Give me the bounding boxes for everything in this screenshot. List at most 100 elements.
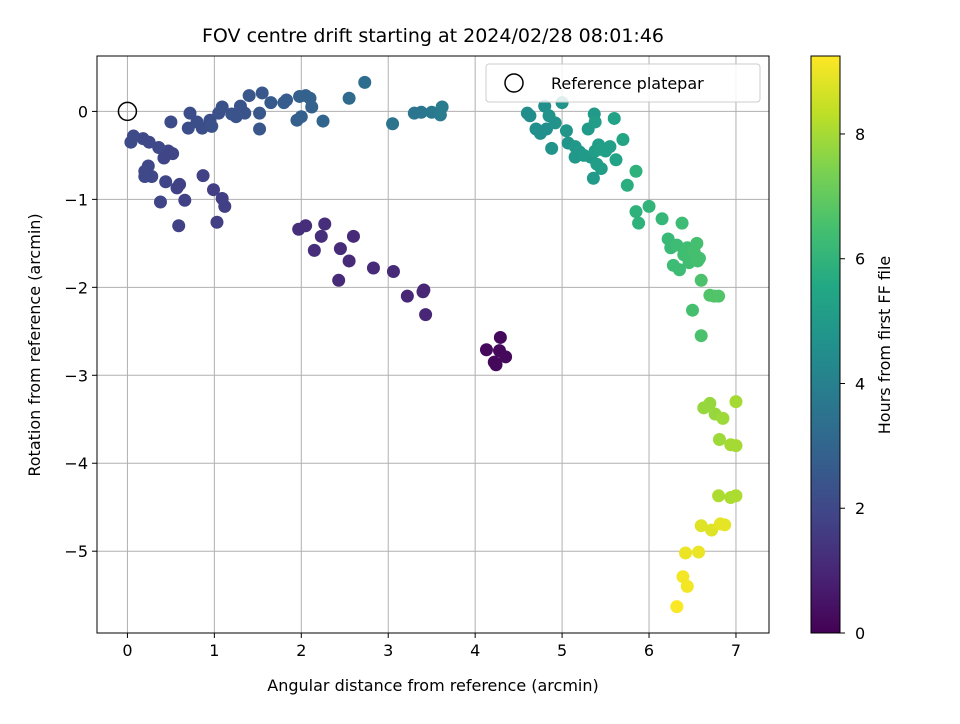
data-point (603, 140, 617, 154)
data-point (629, 205, 643, 219)
data-point (346, 229, 360, 243)
y-axis-label: Rotation from reference (arcmin) (25, 213, 44, 476)
data-point (316, 114, 330, 128)
data-point (642, 199, 656, 213)
x-tick-label: 3 (383, 641, 393, 660)
colorbar-tick-label: 2 (855, 499, 865, 518)
data-point (712, 432, 726, 446)
data-point (152, 140, 166, 154)
data-point (692, 251, 706, 265)
data-point (586, 171, 600, 185)
data-point (164, 115, 178, 129)
x-tick-label: 7 (731, 641, 741, 660)
data-point (616, 133, 630, 147)
data-point (253, 122, 267, 136)
legend-label: Reference platepar (551, 74, 704, 93)
data-point (358, 75, 372, 89)
data-point (694, 273, 708, 287)
data-point (716, 411, 730, 425)
data-point (435, 100, 449, 114)
data-point (523, 109, 537, 123)
chart-title: FOV centre drift starting at 2024/02/28 … (202, 25, 664, 47)
data-point (609, 153, 623, 167)
data-point (672, 263, 686, 277)
data-point (238, 106, 252, 120)
data-point (314, 229, 328, 243)
data-point (499, 350, 513, 364)
data-point (692, 545, 706, 559)
data-point (400, 289, 414, 303)
data-point (215, 191, 229, 205)
data-point (620, 178, 634, 192)
data-points (124, 75, 743, 614)
data-point (538, 99, 552, 113)
x-tick-label: 2 (296, 641, 306, 660)
y-tick-label: −5 (64, 542, 88, 561)
x-tick-label: 0 (122, 641, 132, 660)
x-tick-label: 1 (209, 641, 219, 660)
data-point (594, 162, 608, 176)
colorbar-gradient (810, 55, 841, 634)
data-point (548, 116, 562, 130)
data-point (318, 217, 332, 231)
data-point (172, 219, 186, 233)
data-point (607, 111, 621, 125)
colorbar-label: Hours from first FF file (875, 256, 894, 435)
colorbar: 0 2 4 6 8 Hours from first FF file (810, 55, 894, 643)
data-point (419, 308, 433, 322)
data-point (718, 518, 732, 532)
data-point (264, 96, 278, 110)
data-point (280, 93, 294, 107)
data-point (157, 151, 171, 165)
legend-marker-icon (504, 73, 524, 93)
data-point (253, 106, 267, 120)
data-point (332, 273, 346, 287)
x-axis-ticks: 0 1 2 3 4 5 6 7 (122, 633, 741, 660)
data-point (632, 216, 646, 230)
data-point (414, 105, 428, 119)
x-tick-label: 5 (557, 641, 567, 660)
data-point (675, 216, 689, 230)
y-tick-label: −2 (64, 278, 88, 297)
y-tick-label: −3 (64, 366, 88, 385)
data-point (205, 119, 219, 133)
data-point (342, 91, 356, 105)
data-point (559, 124, 573, 138)
legend-box (485, 63, 761, 103)
data-point (294, 110, 308, 124)
data-point (292, 222, 306, 236)
data-point (479, 343, 493, 357)
data-point (159, 175, 173, 189)
y-axis-ticks: 0 −1 −2 −3 −4 −5 (64, 102, 97, 561)
data-point (670, 238, 684, 252)
data-point (545, 141, 559, 155)
data-point (655, 212, 669, 226)
data-point (196, 169, 210, 183)
data-point (416, 285, 430, 299)
data-point (679, 546, 693, 560)
data-point (690, 236, 704, 250)
x-axis-label: Angular distance from reference (arcmin) (267, 676, 598, 695)
y-tick-label: −4 (64, 454, 88, 473)
data-point (629, 164, 643, 178)
data-point (305, 100, 319, 114)
colorbar-tick-label: 6 (855, 250, 865, 269)
data-point (242, 89, 256, 103)
legend: Reference platepar (485, 63, 761, 103)
data-point (215, 100, 229, 114)
grid-lines (97, 56, 769, 633)
colorbar-tick-label: 4 (855, 374, 865, 393)
x-tick-label: 6 (644, 641, 654, 660)
data-point (307, 243, 321, 257)
data-point (694, 329, 708, 343)
data-point (676, 570, 690, 584)
x-tick-label: 4 (470, 641, 480, 660)
data-point (124, 135, 138, 149)
data-point (493, 330, 507, 344)
data-point (178, 193, 192, 207)
data-point (588, 115, 602, 129)
data-point (729, 489, 743, 503)
plot-frame (96, 55, 770, 634)
data-point (386, 117, 400, 131)
